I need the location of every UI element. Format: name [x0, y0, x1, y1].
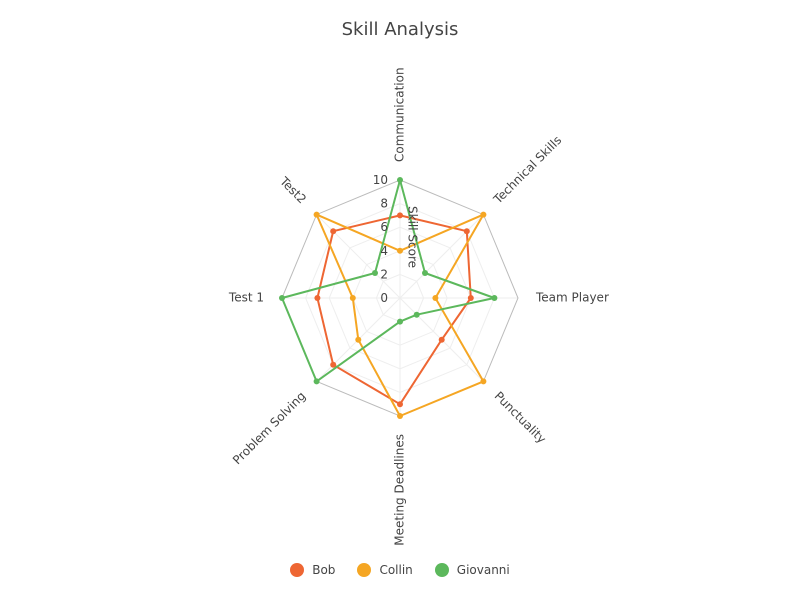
radial-tick-label: 2 — [380, 267, 388, 281]
legend: Bob Collin Giovanni — [0, 563, 800, 577]
data-point-giovanni — [491, 295, 498, 301]
legend-label-bob: Bob — [312, 563, 336, 577]
radial-tick-label: 0 — [380, 291, 388, 305]
grid-spoke — [316, 214, 401, 299]
category-label-communication: Communication — [393, 67, 407, 162]
data-point-bob — [467, 295, 474, 301]
legend-label-giovanni: Giovanni — [456, 563, 510, 577]
legend-swatch-collin — [357, 563, 372, 577]
radial-axis-title: Skill Score — [406, 206, 420, 268]
data-point-bob — [463, 228, 470, 235]
legend-swatch-bob — [290, 563, 305, 577]
radial-tick-label: 4 — [380, 244, 388, 258]
data-point-giovanni — [279, 295, 285, 301]
data-point-collin — [397, 413, 403, 419]
category-label-punctuality: Punctuality — [492, 389, 549, 446]
data-point-collin — [480, 378, 487, 385]
data-point-bob — [330, 228, 337, 235]
data-point-bob — [397, 401, 403, 408]
legend-item-bob[interactable]: Bob — [290, 563, 335, 577]
category-label-problem-solving: Problem Solving — [230, 389, 308, 467]
category-label-team-player: Team Player — [535, 291, 609, 305]
data-point-bob — [330, 361, 337, 368]
legend-swatch-giovanni — [434, 563, 449, 577]
legend-item-giovanni[interactable]: Giovanni — [434, 563, 510, 577]
data-point-collin — [397, 247, 403, 254]
series-line-giovanni — [281, 179, 496, 383]
data-point-collin — [313, 211, 320, 218]
data-point-giovanni — [422, 270, 428, 276]
data-point-giovanni — [313, 378, 320, 385]
chart-title: Skill Analysis — [341, 19, 459, 40]
legend-label-collin: Collin — [379, 563, 413, 577]
data-point-bob — [314, 295, 321, 301]
data-point-bob — [397, 212, 403, 219]
grid-spoke — [399, 214, 484, 299]
data-point-giovanni — [372, 270, 378, 276]
category-label-test2: Test2 — [276, 174, 309, 207]
radial-tick-label: 8 — [380, 197, 388, 211]
data-point-collin — [349, 295, 356, 301]
category-label-technical-skills: Technical Skills — [490, 133, 564, 207]
radial-tick-label: 10 — [373, 173, 388, 187]
data-point-collin — [355, 336, 362, 343]
data-point-collin — [480, 211, 487, 218]
series-line-bob — [316, 214, 472, 406]
data-point-giovanni — [397, 177, 403, 183]
category-label-meeting-deadlines: Meeting Deadlines — [393, 434, 407, 546]
data-point-bob — [438, 336, 445, 343]
legend-item-collin[interactable]: Collin — [357, 563, 413, 577]
data-point-giovanni — [413, 311, 420, 318]
category-label-test-1: Test 1 — [228, 291, 264, 305]
data-point-giovanni — [397, 318, 403, 325]
data-point-collin — [432, 295, 439, 301]
radial-tick-label: 6 — [380, 220, 388, 234]
